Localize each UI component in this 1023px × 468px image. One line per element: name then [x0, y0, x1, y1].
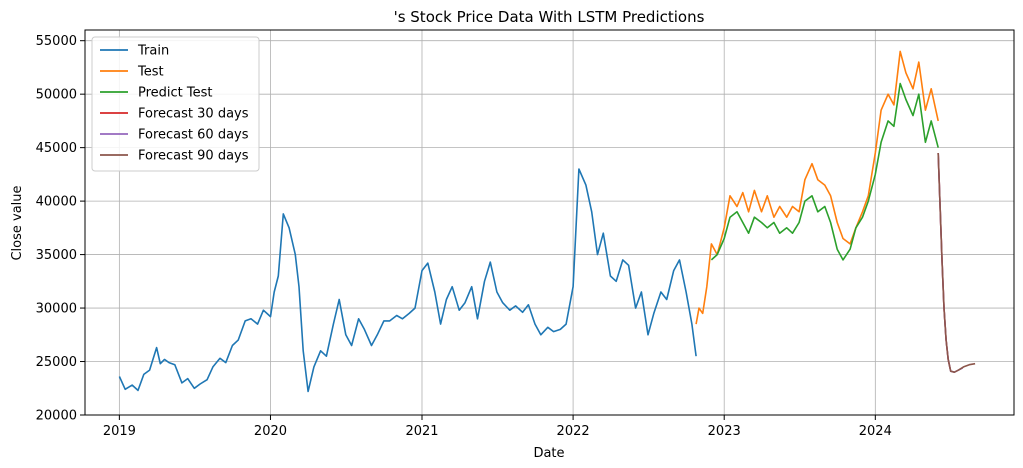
x-tick-label: 2020	[254, 424, 287, 439]
legend-box	[91, 36, 260, 172]
y-tick-label: 40000	[36, 195, 77, 210]
y-tick-label: 45000	[36, 141, 77, 156]
x-tick-label: 2024	[859, 424, 892, 439]
y-axis-ticks: 20000 25000 30000 35000 40000 45000 50000 55000	[36, 34, 85, 424]
x-tick-label: 2021	[405, 424, 438, 439]
y-tick-label: 25000	[36, 355, 77, 370]
x-tick-label: 2023	[708, 424, 741, 439]
legend-label: Train	[137, 44, 169, 59]
legend: Train Test Predict Test Forecast 30 days For…	[91, 36, 260, 172]
series-line-predict-test	[710, 82, 939, 261]
series-line-train	[118, 168, 697, 393]
series-line-forecast-90-days	[937, 152, 976, 374]
y-tick-label: 55000	[36, 34, 77, 49]
x-axis-label: Date	[533, 446, 564, 461]
x-axis-ticks: 2019 2020 2021 2022 2023 2024	[103, 415, 892, 439]
series-line-test	[695, 50, 939, 325]
legend-label: Forecast 60 days	[138, 128, 249, 143]
x-tick-label: 2019	[103, 424, 136, 439]
legend-label: Test	[137, 65, 164, 80]
y-tick-label: 30000	[36, 302, 77, 317]
y-tick-label: 50000	[36, 88, 77, 103]
chart-title: 's Stock Price Data With LSTM Prediction…	[394, 8, 705, 26]
y-tick-label: 20000	[36, 409, 77, 424]
legend-label: Forecast 30 days	[138, 107, 249, 122]
plot-area-frame	[84, 29, 1015, 416]
legend-label: Forecast 90 days	[138, 149, 249, 164]
x-tick-label: 2022	[557, 424, 590, 439]
y-tick-label: 35000	[36, 248, 77, 263]
legend-label: Predict Test	[138, 86, 213, 101]
series-layer	[118, 50, 976, 393]
y-axis-label: Close value	[10, 185, 25, 260]
